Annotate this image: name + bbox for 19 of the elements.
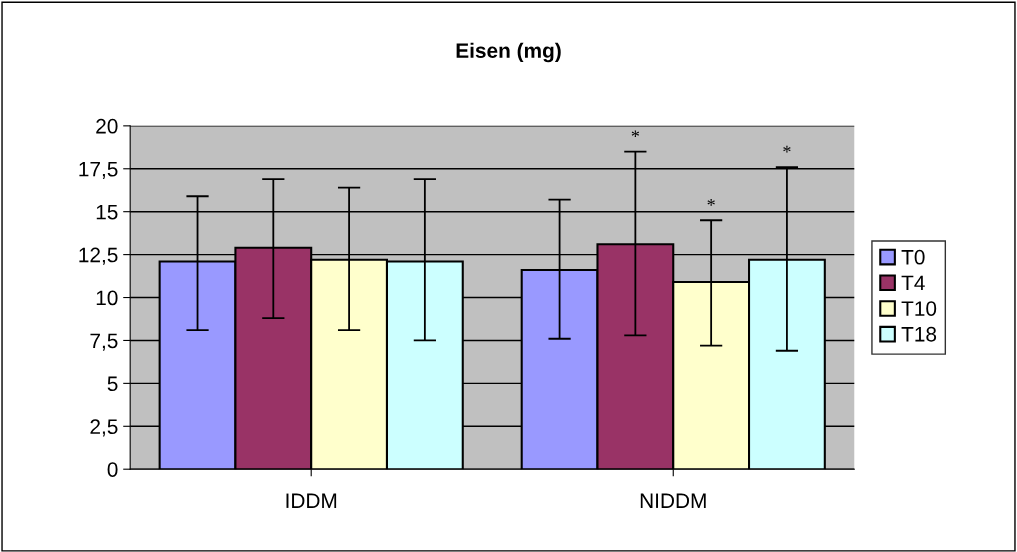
annotation: *	[707, 199, 715, 206]
y-tick-label: 12,5	[79, 247, 118, 265]
y-tick-label: 7,5	[90, 333, 118, 351]
x-tick-label: IDDM	[286, 493, 337, 508]
legend-label: T0	[901, 249, 925, 265]
y-tick-label: 0	[107, 462, 118, 477]
y-tick-label: 10	[96, 290, 118, 306]
y-tick-label: 2,5	[90, 419, 118, 437]
y-tick-label: 15	[96, 204, 118, 220]
legend-label: T18	[901, 326, 937, 342]
legend-label: T10	[901, 301, 937, 316]
y-tick-label: 5	[107, 376, 118, 392]
annotation: *	[631, 130, 640, 137]
y-tick-label: 17,5	[79, 161, 118, 179]
y-tick-label: 20	[96, 118, 118, 134]
chart-title: Eisen (mg)	[456, 42, 561, 63]
x-tick-label: NIDDM	[640, 493, 706, 508]
annotation: *	[783, 145, 791, 153]
legend-label: T4	[901, 275, 925, 291]
